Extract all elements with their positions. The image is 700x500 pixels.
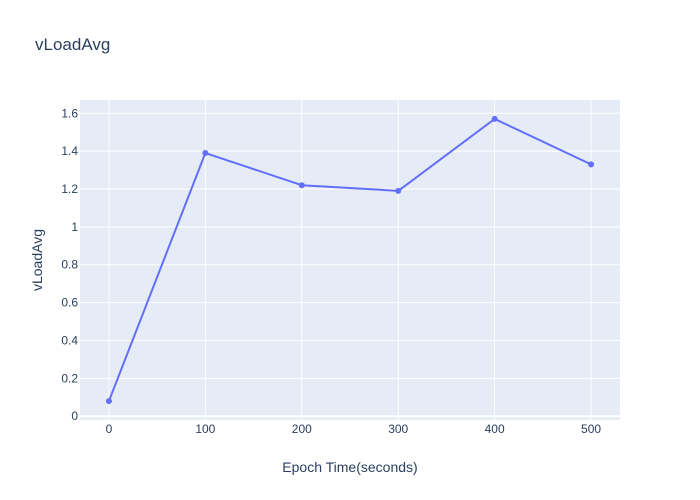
- y-tick-label: 1: [71, 220, 78, 234]
- x-tick-label: 500: [581, 422, 601, 436]
- data-point[interactable]: [491, 115, 498, 122]
- y-axis: 0 0.2 0.4 0.6 0.8 1 1.2 1.4 1.6: [61, 106, 78, 423]
- plot-area: [80, 100, 620, 420]
- chart-title: vLoadAvg: [35, 35, 110, 54]
- series-line: [107, 117, 592, 402]
- y-tick-label: 1.6: [61, 106, 78, 120]
- x-axis: 0 100 200 300 400 500: [106, 422, 602, 436]
- y-tick-label: 0.2: [61, 371, 78, 385]
- y-tick-label: 1.4: [61, 144, 78, 158]
- data-point[interactable]: [105, 398, 112, 405]
- x-tick-label: 200: [292, 422, 312, 436]
- y-tick-label: 0: [71, 409, 78, 423]
- data-point[interactable]: [202, 150, 209, 157]
- x-tick-label: 400: [485, 422, 505, 436]
- y-tick-label: 0.4: [61, 333, 78, 347]
- x-tick-label: 0: [106, 422, 113, 436]
- x-axis-title: Epoch Time(seconds): [282, 459, 417, 475]
- data-point[interactable]: [298, 182, 305, 189]
- y-tick-label: 0.8: [61, 258, 78, 272]
- y-axis-title: vLoadAvg: [29, 229, 45, 291]
- data-point[interactable]: [588, 161, 595, 168]
- data-point[interactable]: [395, 187, 402, 194]
- x-tick-label: 100: [195, 422, 215, 436]
- y-tick-label: 1.2: [61, 182, 78, 196]
- y-tick-label: 0.6: [61, 296, 78, 310]
- x-tick-label: 300: [388, 422, 408, 436]
- series-layer: [105, 115, 595, 405]
